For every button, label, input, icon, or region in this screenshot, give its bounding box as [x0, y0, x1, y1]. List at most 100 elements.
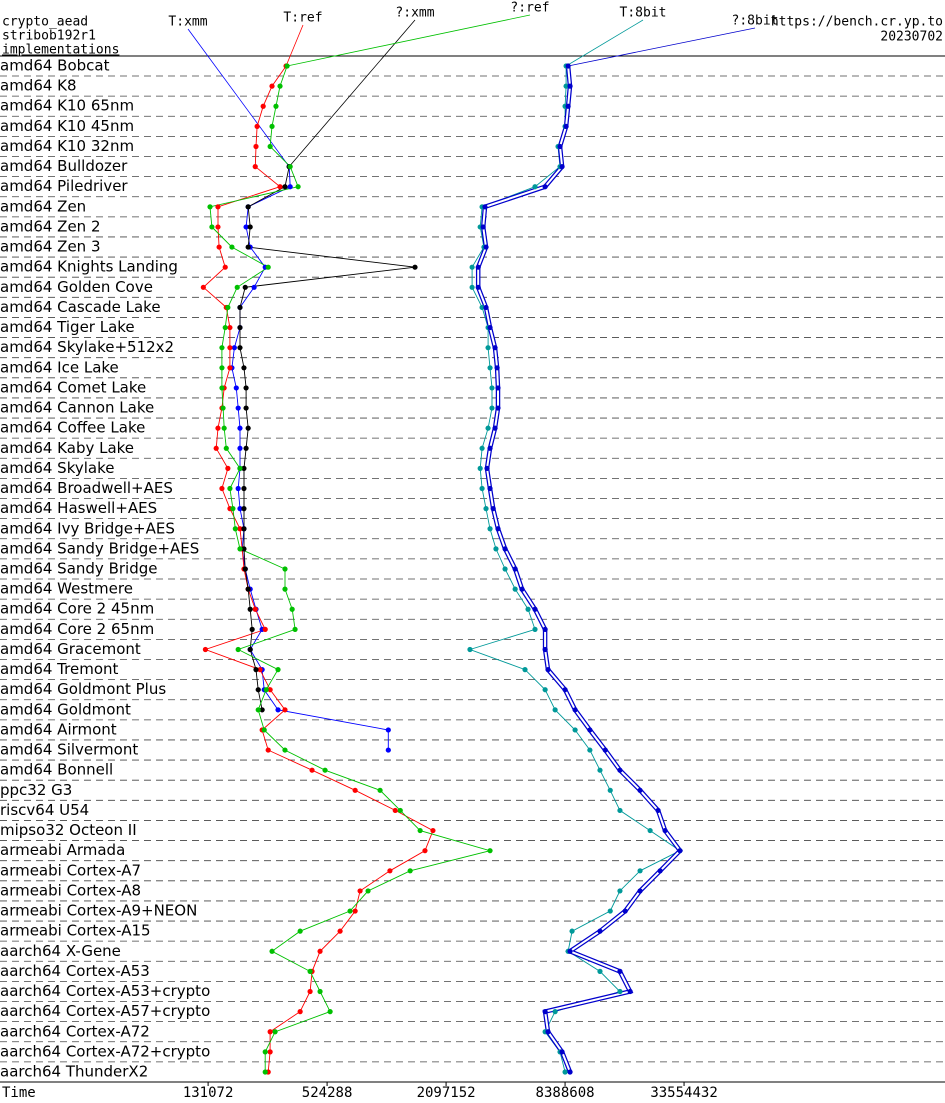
data-point	[489, 405, 495, 411]
data-point	[607, 908, 613, 914]
data-point	[484, 465, 490, 471]
data-point	[357, 888, 363, 894]
data-point	[617, 888, 623, 894]
data-point	[237, 345, 243, 351]
data-point	[489, 385, 495, 391]
data-point	[483, 244, 489, 250]
x-tick-label: 8388608	[536, 1085, 595, 1101]
data-point	[559, 164, 565, 170]
data-point	[237, 445, 243, 451]
data-point	[483, 506, 489, 512]
data-point	[216, 244, 222, 250]
data-point	[263, 687, 269, 693]
data-point	[241, 465, 247, 471]
data-point	[215, 204, 221, 210]
data-point	[480, 224, 486, 230]
data-point	[487, 445, 493, 451]
data-point	[617, 968, 623, 975]
data-point	[487, 365, 493, 371]
data-point	[322, 767, 328, 773]
row-label: armeabi Cortex-A7	[0, 861, 141, 879]
data-point	[532, 626, 538, 632]
row-label: amd64 Coffee Lake	[0, 419, 145, 437]
data-point	[243, 224, 249, 230]
data-point	[307, 968, 313, 975]
data-point	[233, 385, 239, 391]
row-label: amd64 Westmere	[0, 580, 133, 598]
data-point	[562, 687, 568, 693]
data-point	[475, 264, 481, 270]
row-label: amd64 Bobcat	[0, 57, 110, 75]
data-point	[525, 606, 531, 612]
row-label: amd64 Sandy Bridge+AES	[0, 539, 199, 557]
data-point	[215, 425, 221, 431]
row-label: amd64 Tiger Lake	[0, 318, 135, 336]
data-point	[213, 445, 219, 451]
data-point	[377, 787, 383, 793]
row-label: amd64 Goldmont Plus	[0, 680, 166, 698]
data-point	[215, 224, 221, 230]
row-label: aarch64 Cortex-A53+crypto	[0, 982, 210, 1000]
row-label: ppc32 G3	[0, 781, 72, 799]
data-point	[287, 184, 293, 190]
data-point	[479, 304, 485, 311]
data-point	[552, 707, 558, 713]
data-point	[253, 667, 259, 673]
data-point	[479, 485, 485, 492]
data-point	[542, 1009, 548, 1015]
data-point	[487, 485, 493, 492]
data-point	[565, 63, 571, 69]
row-label: amd64 Goldmont	[0, 700, 131, 718]
data-point	[512, 586, 518, 592]
row-label: amd64 Gracemont	[0, 640, 141, 658]
data-point	[282, 586, 288, 592]
data-point	[245, 586, 251, 592]
row-label: aarch64 Cortex-A53	[0, 962, 150, 980]
data-point	[273, 103, 279, 109]
data-point	[267, 1029, 273, 1035]
data-point	[327, 1009, 333, 1015]
data-point	[277, 83, 283, 89]
data-point	[317, 948, 323, 954]
series-connector	[287, 14, 531, 67]
data-point	[627, 988, 633, 995]
data-point	[637, 868, 643, 874]
data-point	[352, 787, 358, 793]
row-label: armeabi Cortex-A8	[0, 881, 141, 899]
data-point	[222, 264, 228, 270]
row-label: amd64 Core 2 65nm	[0, 620, 154, 638]
row-label: amd64 Comet Lake	[0, 378, 146, 396]
data-point	[245, 204, 251, 210]
data-point	[219, 485, 225, 492]
data-point	[485, 425, 491, 431]
data-point	[219, 365, 225, 371]
data-point	[235, 405, 241, 411]
data-point	[352, 908, 358, 914]
data-point	[243, 445, 249, 451]
data-point	[297, 1009, 303, 1015]
data-point	[237, 304, 243, 311]
row-label: amd64 K10 45nm	[0, 117, 134, 135]
series-label: T:8bit	[620, 6, 667, 21]
y-axis-label: implementations	[2, 43, 119, 58]
data-point	[545, 1029, 551, 1035]
data-point	[267, 1049, 273, 1055]
data-point	[245, 244, 251, 250]
data-point	[265, 264, 271, 270]
data-point	[241, 365, 247, 371]
series-connector	[565, 19, 644, 67]
data-point	[365, 888, 371, 894]
data-point	[237, 506, 243, 512]
data-point	[522, 667, 528, 673]
x-tick-label: 2097152	[417, 1085, 476, 1101]
data-point	[494, 365, 500, 371]
data-point	[563, 83, 569, 89]
data-point	[227, 345, 233, 351]
data-point	[597, 928, 603, 934]
data-point	[287, 164, 293, 170]
data-point	[254, 123, 260, 129]
data-point	[230, 506, 236, 512]
data-point	[617, 807, 623, 814]
data-point	[262, 626, 268, 632]
